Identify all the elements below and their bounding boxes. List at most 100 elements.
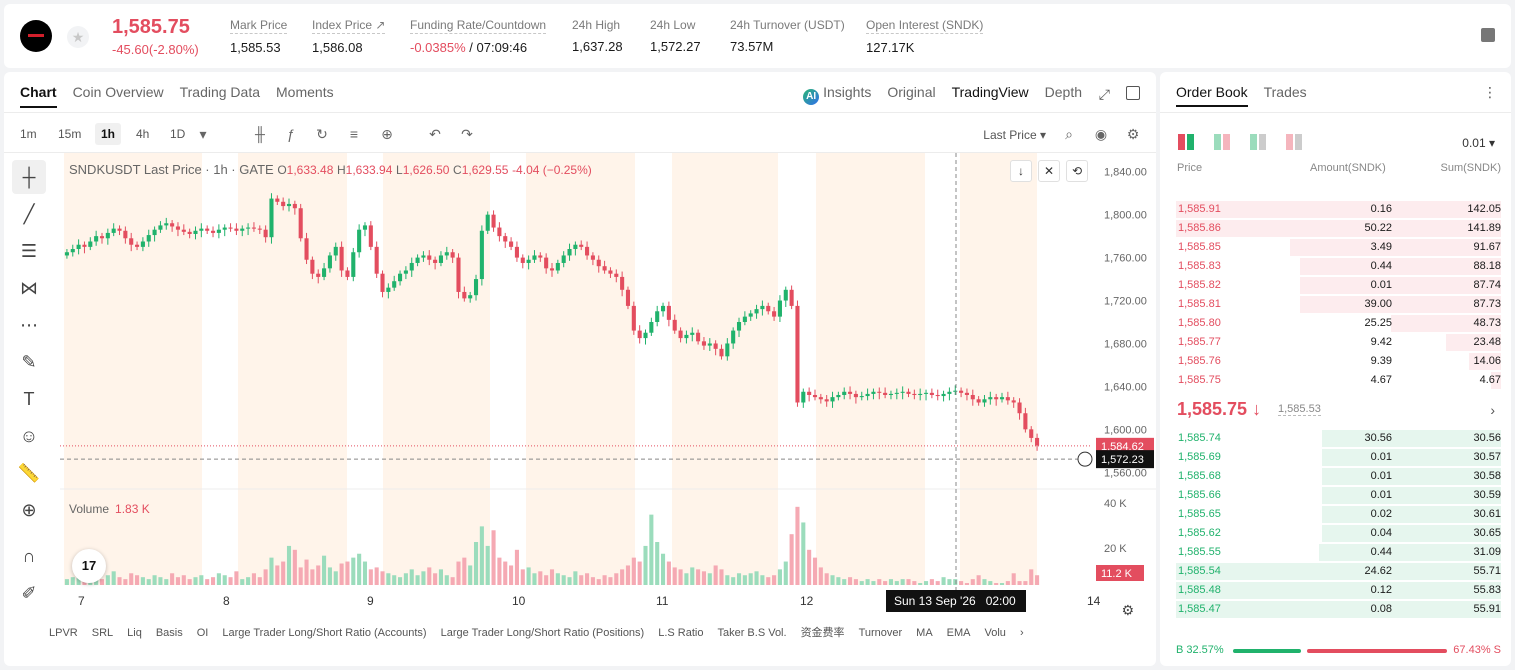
bid-row[interactable]: 1,585.55 0.44 31.09 bbox=[1176, 543, 1501, 562]
more-icon[interactable]: ⋮ bbox=[1483, 84, 1497, 100]
timeframe-1h[interactable]: 1h bbox=[95, 123, 122, 145]
indicator-5[interactable]: Large Trader Long/Short Ratio (Accounts) bbox=[222, 627, 427, 639]
tab-insights[interactable]: AI Insights bbox=[803, 84, 871, 105]
scroll-down-icon[interactable]: ↓ bbox=[1010, 160, 1032, 182]
indicator-13[interactable]: Volu bbox=[984, 627, 1006, 639]
tradingview-logo[interactable]: 17 bbox=[72, 549, 106, 583]
candle-body bbox=[918, 393, 923, 395]
measure-lines-icon[interactable]: ⋯ bbox=[20, 315, 38, 335]
window-icon[interactable] bbox=[1126, 86, 1140, 100]
bid-row[interactable]: 1,585.74 30.56 30.56 bbox=[1176, 429, 1501, 448]
timeframe-15m[interactable]: 15m bbox=[58, 127, 82, 141]
bid-row[interactable]: 1,585.47 0.08 55.91 bbox=[1176, 600, 1501, 619]
bid-row[interactable]: 1,585.48 0.12 55.83 bbox=[1176, 581, 1501, 600]
tab-original[interactable]: Original bbox=[887, 84, 936, 100]
bid-row[interactable]: 1,585.54 24.62 55.71 bbox=[1176, 562, 1501, 581]
search-icon[interactable]: ⌕ bbox=[1065, 126, 1073, 142]
ask-row[interactable]: 1,585.81 39.00 87.73 bbox=[1176, 295, 1501, 314]
indicator-2[interactable]: Liq bbox=[127, 627, 142, 639]
book-mode-bids-icon[interactable] bbox=[1250, 134, 1266, 150]
volume-bar bbox=[520, 569, 525, 585]
indicator-6[interactable]: Large Trader Long/Short Ratio (Positions… bbox=[440, 627, 645, 639]
candle-type-icon[interactable]: ╫ bbox=[255, 126, 265, 142]
bid-row[interactable]: 1,585.69 0.01 30.57 bbox=[1176, 448, 1501, 467]
trend-line-icon[interactable]: ╱ bbox=[23, 204, 35, 224]
indicator-4[interactable]: OI bbox=[196, 627, 209, 639]
ask-row[interactable]: 1,585.77 9.42 23.48 bbox=[1176, 333, 1501, 352]
redo-icon[interactable]: ↷ bbox=[461, 126, 473, 142]
camera-icon[interactable]: ◉ bbox=[1094, 126, 1108, 142]
indicator-12[interactable]: EMA bbox=[946, 627, 971, 639]
volume-bar bbox=[848, 577, 853, 585]
indicator-11[interactable]: MA bbox=[916, 627, 933, 639]
stat-index-price[interactable]: Index Price ↗ 1,586.08 bbox=[312, 18, 386, 55]
price-chart[interactable]: 1,840.00 1,800.00 1,760.00 1,720.00 1,680.00… bbox=[60, 153, 1156, 613]
chevron-right-icon[interactable]: › bbox=[1490, 402, 1495, 418]
bid-row[interactable]: 1,585.66 0.01 30.59 bbox=[1176, 486, 1501, 505]
stat-mark-price[interactable]: Mark Price 1,585.53 bbox=[230, 18, 288, 55]
templates-icon[interactable]: ≡ bbox=[349, 126, 359, 142]
precision-select[interactable]: 0.01 ▾ bbox=[1462, 136, 1495, 150]
tab-trades[interactable]: Trades bbox=[1263, 84, 1307, 100]
undo-icon[interactable]: ↶ bbox=[429, 126, 441, 142]
replay-icon[interactable]: ↻ bbox=[316, 126, 328, 142]
guide-book-icon[interactable] bbox=[1481, 28, 1495, 42]
indicator-7[interactable]: L.S Ratio bbox=[658, 627, 704, 639]
ask-row[interactable]: 1,585.80 25.25 48.73 bbox=[1176, 314, 1501, 333]
indicator-10[interactable]: Turnover bbox=[858, 627, 903, 639]
brush-icon[interactable]: ✎ bbox=[21, 352, 37, 372]
chevron-down-icon[interactable]: ▾ bbox=[199, 126, 207, 142]
tab-depth[interactable]: Depth bbox=[1044, 84, 1082, 100]
tab-trading-data[interactable]: Trading Data bbox=[179, 84, 261, 100]
magnet-icon[interactable]: ∩ bbox=[22, 546, 36, 566]
fib-lines-icon[interactable]: ☰ bbox=[20, 241, 38, 261]
ask-row[interactable]: 1,585.76 9.39 14.06 bbox=[1176, 352, 1501, 371]
indicator-8[interactable]: Taker B.S Vol. bbox=[717, 627, 787, 639]
tab-order-book[interactable]: Order Book bbox=[1176, 84, 1248, 107]
indicator-0[interactable]: LPVR bbox=[49, 627, 78, 639]
chevron-right-icon[interactable]: › bbox=[1019, 627, 1024, 639]
last-price-select[interactable]: Last Price ▾ bbox=[983, 128, 1046, 142]
indicators-icon[interactable]: ƒ bbox=[287, 126, 295, 142]
timeframe-1d[interactable]: 1D bbox=[170, 127, 186, 141]
book-mode-split-icon[interactable] bbox=[1214, 134, 1230, 150]
pattern-icon[interactable]: ⋈ bbox=[20, 278, 38, 298]
ask-row[interactable]: 1,585.83 0.44 88.18 bbox=[1176, 257, 1501, 276]
ruler-icon[interactable]: 📏 bbox=[17, 463, 41, 483]
expand-icon[interactable]: ⤢ bbox=[1098, 86, 1110, 102]
reset-icon[interactable]: ⟲ bbox=[1066, 160, 1088, 182]
indicator-9[interactable]: 资金费率 bbox=[800, 627, 845, 639]
tab-coin-overview[interactable]: Coin Overview bbox=[72, 84, 164, 100]
chart-settings-icon[interactable]: ⚙ bbox=[1121, 602, 1134, 618]
ask-row[interactable]: 1,585.82 0.01 87.74 bbox=[1176, 276, 1501, 295]
tab-moments[interactable]: Moments bbox=[276, 84, 334, 100]
ask-row[interactable]: 1,585.86 50.22 141.89 bbox=[1176, 219, 1501, 238]
tab-chart[interactable]: Chart bbox=[20, 84, 57, 108]
stat-open-interest[interactable]: Open Interest (SNDK) 127.17K bbox=[866, 18, 984, 55]
indicator-1[interactable]: SRL bbox=[91, 627, 114, 639]
text-icon[interactable]: T bbox=[23, 389, 35, 409]
bid-row[interactable]: 1,585.68 0.01 30.58 bbox=[1176, 467, 1501, 486]
candle-body bbox=[450, 252, 455, 258]
crosshair-icon[interactable]: ┼ bbox=[12, 160, 46, 194]
stat-funding-rate[interactable]: Funding Rate/Countdown -0.0385% / 07:09:… bbox=[410, 18, 547, 55]
favorite-star-icon[interactable]: ★ bbox=[67, 26, 89, 48]
add-alert-icon[interactable]: ⊕ bbox=[381, 126, 393, 142]
tab-tradingview[interactable]: TradingView bbox=[951, 84, 1029, 100]
ask-row[interactable]: 1,585.75 4.67 4.67 bbox=[1176, 371, 1501, 390]
bid-row[interactable]: 1,585.65 0.02 30.61 bbox=[1176, 505, 1501, 524]
pencil-icon[interactable]: ✐ bbox=[21, 583, 37, 603]
ask-row[interactable]: 1,585.85 3.49 91.67 bbox=[1176, 238, 1501, 257]
gear-icon[interactable]: ⚙ bbox=[1126, 126, 1140, 142]
emoji-icon[interactable]: ☺ bbox=[19, 426, 39, 446]
timeframe-4h[interactable]: 4h bbox=[136, 127, 150, 141]
indicator-3[interactable]: Basis bbox=[155, 627, 183, 639]
ask-row[interactable]: 1,585.91 0.16 142.05 bbox=[1176, 200, 1501, 219]
bid-row[interactable]: 1,585.62 0.04 30.65 bbox=[1176, 524, 1501, 543]
book-mode-asks-icon[interactable] bbox=[1286, 134, 1302, 150]
collapse-icon[interactable]: ✕ bbox=[1038, 160, 1060, 182]
book-mode-both-icon[interactable] bbox=[1178, 134, 1194, 150]
zoom-icon[interactable]: ⊕ bbox=[21, 500, 37, 520]
volume-bar bbox=[970, 579, 975, 585]
timeframe-1m[interactable]: 1m bbox=[20, 127, 37, 141]
